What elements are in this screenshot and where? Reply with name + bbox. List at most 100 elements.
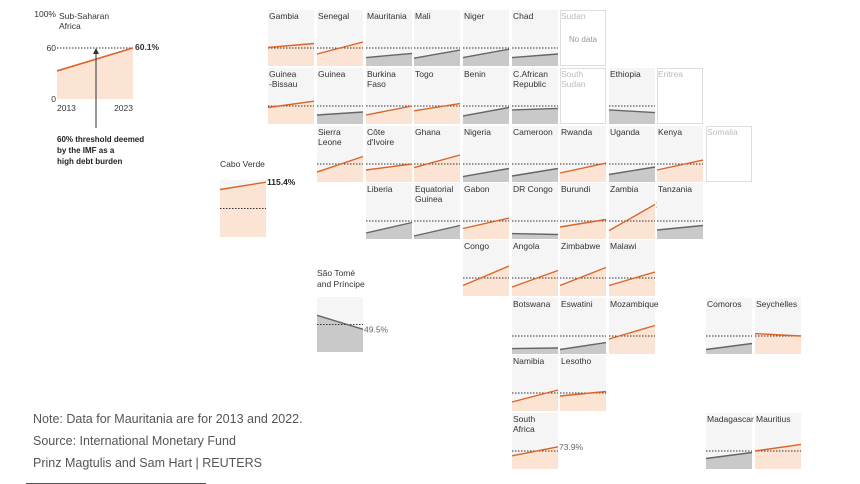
tile-label-lesotho: Lesotho	[561, 356, 592, 366]
tile-label-liberia: Liberia	[367, 184, 393, 194]
tile-label-uganda: Uganda	[610, 127, 640, 137]
tile-label-somalia: Somalia	[707, 127, 738, 137]
debt-line-gabon	[462, 217, 510, 230]
debt-line-botswana	[511, 347, 559, 350]
tile-label-congo: Congo	[464, 241, 489, 251]
debt-area-zambia	[609, 204, 655, 239]
tile-sudan: Sudan No data	[560, 10, 606, 66]
tile-label-mali: Mali	[415, 11, 431, 21]
debt-area-zimbabwe	[560, 267, 606, 296]
debt-line-zimbabwe	[559, 266, 607, 287]
debt-line-nigeria	[462, 167, 510, 178]
tile-label-gabon: Gabon	[464, 184, 490, 194]
debt-area-namibia	[512, 390, 558, 411]
tile-label-south-sudan: South	[561, 69, 583, 79]
debt-line-south-africa	[511, 446, 559, 457]
tile-senegal: Senegal	[316, 10, 364, 66]
tile-eswatini: Eswatini	[559, 298, 607, 354]
debt-area-burkina-faso	[366, 106, 412, 124]
end-value-label: 115.4%	[267, 177, 296, 187]
tile-label-cote-d-ivoire: d'Ivoire	[367, 137, 394, 147]
tile-kenya: Kenya	[656, 126, 704, 182]
debt-line-ghana	[413, 154, 461, 169]
tile-label-tanzania: Tanzania	[658, 184, 692, 194]
debt-line-eswatini	[559, 341, 607, 351]
debt-line-burkina-faso	[365, 105, 413, 116]
tile-label-botswana: Botswana	[513, 299, 551, 309]
threshold-note: 60% threshold deemed	[57, 135, 144, 144]
debt-line-mali	[413, 49, 461, 59]
debt-line-benin	[462, 106, 510, 117]
tile-label-equatorial-guinea: Equatorial	[415, 184, 453, 194]
debt-area-equatorial-guinea	[414, 225, 460, 239]
tile-label-cote-d-ivoire: Côte	[367, 127, 385, 137]
debt-area-uganda	[609, 167, 655, 182]
debt-line-guinea-bissau	[267, 100, 315, 109]
tile-label-south-africa: Africa	[513, 424, 535, 434]
tile-label-dr-congo: DR Congo	[513, 184, 553, 194]
debt-line-congo	[462, 265, 510, 287]
debt-line-gambia	[267, 42, 315, 49]
debt-area-mali	[414, 50, 460, 66]
debt-line-tanzania	[656, 224, 704, 231]
tile-label-burkina-faso: Faso	[367, 79, 386, 89]
debt-line-zambia	[608, 203, 656, 232]
debt-line-namibia	[511, 389, 559, 403]
debt-area-comoros	[706, 343, 752, 354]
debt-area-c-african-republic	[512, 108, 558, 124]
tile-tanzania: Tanzania	[656, 183, 704, 239]
data-note: Note: Data for Mauritania are for 2013 a…	[33, 412, 303, 426]
tile-label-ethiopia: Ethiopia	[610, 69, 641, 79]
tile-label-rwanda: Rwanda	[561, 127, 592, 137]
tile-label-sao-tome-and-principe: and Príncipe	[317, 279, 365, 289]
tile-label-sierra-leone: Leone	[318, 137, 342, 147]
tile-ethiopia: Ethiopia	[608, 68, 656, 124]
debt-line-mozambique	[608, 324, 656, 340]
tile-label-namibia: Namibia	[513, 356, 544, 366]
debt-line-madagascar	[705, 451, 753, 460]
tile-namibia: Namibia	[511, 355, 559, 411]
tile-uganda: Uganda	[608, 126, 656, 182]
debt-line-senegal	[316, 41, 364, 55]
tile-label-mauritius: Mauritius	[756, 414, 790, 424]
tile-label-guinea-bissau: -Bissau	[269, 79, 298, 89]
tile-guinea-bissau: Guinea-Bissau	[267, 68, 315, 124]
region-label: Sub-Saharan	[59, 11, 109, 21]
tile-box-eritrea	[657, 68, 703, 124]
tile-label-c-african-republic: C.African	[513, 69, 548, 79]
tile-dr-congo: DR Congo	[511, 183, 559, 239]
tile-label-burkina-faso: Burkina	[367, 69, 396, 79]
annotation-arrow-head	[93, 48, 99, 54]
region-end-value: 60.1%	[135, 42, 160, 52]
tile-label-c-african-republic: Republic	[513, 79, 547, 89]
tile-nigeria: Nigeria	[462, 126, 510, 182]
threshold-note: high debt burden	[57, 157, 122, 166]
tile-label-niger: Niger	[464, 11, 484, 21]
debt-area-liberia	[366, 222, 412, 239]
tile-label-malawi: Malawi	[610, 241, 637, 251]
y-tick-label: 60	[47, 43, 57, 53]
tile-label-zambia: Zambia	[610, 184, 639, 194]
debt-area-cameroon	[512, 168, 558, 182]
debt-area-burundi	[560, 219, 606, 239]
tile-label-guinea: Guinea	[318, 69, 346, 79]
tile-label-sao-tome-and-principe: São Tomé	[317, 268, 355, 278]
tile-cameroon: Cameroon	[511, 126, 559, 182]
debt-line-seychelles	[754, 332, 802, 337]
y-tick-label: 0	[51, 94, 56, 104]
tile-label-burundi: Burundi	[561, 184, 590, 194]
tile-label-mauritania: Mauritania	[367, 11, 407, 21]
tile-comoros: Comoros	[705, 298, 753, 354]
debt-line-cameroon	[511, 167, 559, 177]
tile-label-zimbabwe: Zimbabwe	[561, 241, 600, 251]
debt-area-south-africa	[512, 446, 558, 469]
debt-line-ethiopia	[608, 109, 656, 114]
tile-guinea: Guinea	[316, 68, 364, 124]
debt-line-cote-d-ivoire	[365, 163, 413, 171]
credit-line: Prinz Magtulis and Sam Hart | REUTERS	[33, 456, 263, 470]
debt-area-guinea	[317, 112, 363, 124]
debt-line-equatorial-guinea	[413, 224, 461, 237]
region-label: Africa	[59, 21, 81, 31]
y-tick-label: 100%	[34, 9, 56, 19]
